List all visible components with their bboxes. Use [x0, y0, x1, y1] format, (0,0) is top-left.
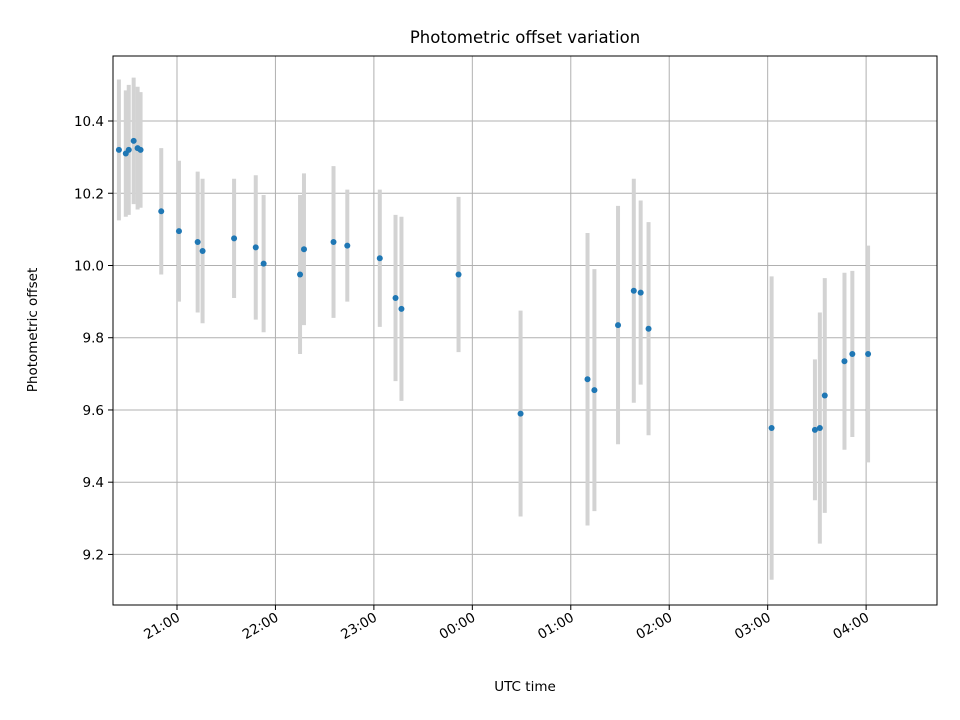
data-point	[260, 260, 267, 267]
data-point	[768, 425, 775, 432]
grid	[113, 56, 937, 605]
data-point	[630, 287, 637, 294]
data-point	[252, 244, 259, 251]
y-tick-label: 10.4	[74, 114, 104, 130]
data-point	[584, 376, 591, 383]
data-point	[398, 305, 405, 312]
x-tick-label: 00:00	[437, 610, 479, 643]
y-axis-label: Photometric offset	[25, 268, 41, 392]
error-bars	[116, 77, 871, 580]
data-point	[330, 239, 337, 246]
data-point	[194, 239, 201, 246]
data-point	[344, 242, 351, 249]
x-tick-label: 01:00	[535, 610, 577, 643]
x-tick-label: 04:00	[830, 610, 872, 643]
data-point	[637, 289, 644, 296]
data-point	[199, 248, 206, 255]
data-point	[841, 358, 848, 365]
x-axis-label: UTC time	[494, 679, 556, 695]
x-tick-label: 21:00	[141, 610, 183, 643]
data-point	[130, 137, 137, 144]
data-point	[865, 350, 872, 357]
data-point	[811, 426, 818, 433]
data-point	[300, 246, 307, 253]
data-points	[115, 137, 872, 433]
data-point	[645, 325, 652, 332]
chart-title: Photometric offset variation	[410, 28, 640, 47]
data-point	[125, 146, 132, 153]
x-axis-ticks: 21:00 22:00 23:00 00:00 01:00 02:00 03:00 04:00	[141, 605, 872, 643]
data-point	[231, 235, 238, 242]
y-tick-label: 10.0	[74, 258, 104, 274]
x-tick-label: 02:00	[634, 610, 676, 643]
y-tick-label: 10.2	[74, 186, 104, 202]
data-point	[137, 146, 144, 153]
x-tick-label: 03:00	[732, 610, 774, 643]
data-point	[297, 271, 304, 278]
data-point	[591, 387, 598, 394]
data-point	[376, 255, 383, 262]
y-tick-label: 9.2	[83, 547, 104, 563]
plot-frame	[112, 55, 938, 606]
y-tick-label: 9.6	[83, 403, 104, 419]
data-point	[115, 146, 122, 153]
data-point	[517, 410, 524, 417]
data-point	[175, 228, 182, 235]
data-point	[455, 271, 462, 278]
data-point	[816, 425, 823, 432]
y-tick-label: 9.8	[83, 331, 104, 347]
data-point	[615, 322, 622, 329]
x-tick-label: 23:00	[338, 610, 380, 643]
x-tick-label: 22:00	[240, 610, 282, 643]
y-tick-label: 9.4	[83, 475, 104, 491]
data-point	[158, 208, 165, 215]
data-point	[392, 294, 399, 301]
data-point	[821, 392, 828, 399]
data-point	[849, 350, 856, 357]
y-axis-ticks: 9.2 9.4 9.6 9.8 10.0 10.2 10.4	[74, 114, 113, 563]
